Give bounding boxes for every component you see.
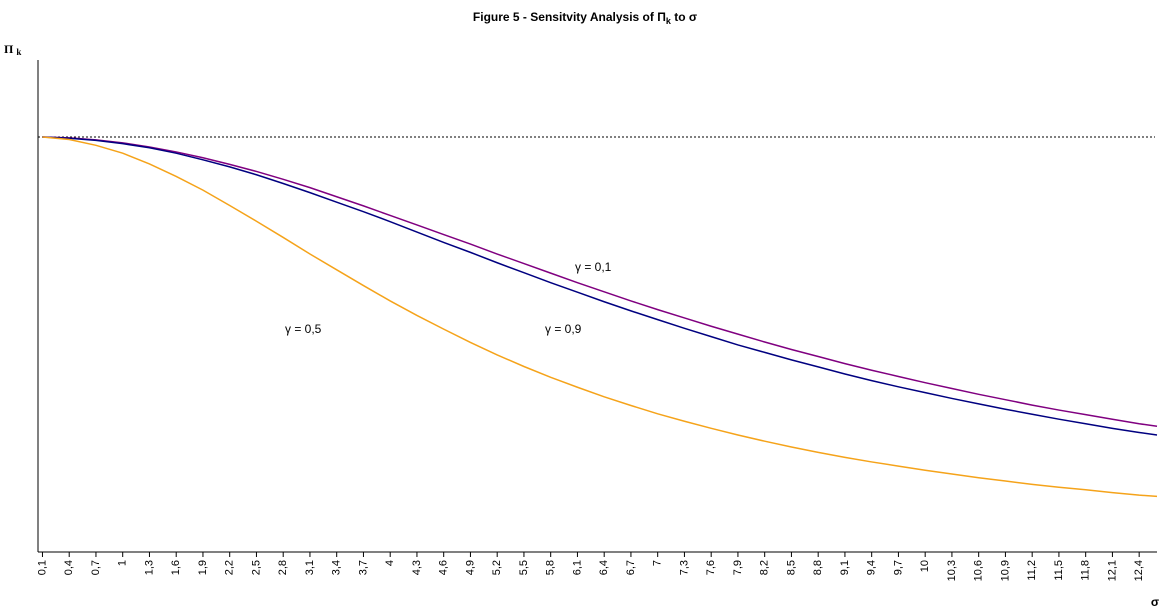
x-tick-label: 1,3 — [143, 560, 155, 575]
title-text: to σ — [671, 10, 697, 24]
annotation: γ = 0,9 — [545, 322, 582, 336]
x-tick-label: 10,3 — [946, 560, 958, 581]
x-tick-label: 9,1 — [839, 560, 851, 575]
x-tick-label: 5,8 — [545, 560, 557, 575]
y-label-text: Π — [4, 42, 14, 56]
x-tick-label: 11,5 — [1053, 560, 1065, 581]
x-tick-label: 6,7 — [625, 560, 637, 575]
x-tick-label: 8,5 — [785, 560, 797, 575]
x-tick-label: 7,3 — [678, 560, 690, 575]
y-label-subscript: k — [16, 47, 21, 57]
title-text: Figure 5 - Sensitvity Analysis of Π — [473, 10, 666, 24]
x-tick-label: 3,4 — [331, 560, 343, 575]
x-tick-label: 4,3 — [411, 560, 423, 575]
x-tick-label: 3,1 — [304, 560, 316, 575]
x-tick-label: 9,7 — [892, 560, 904, 575]
annotation: γ = 0,1 — [575, 260, 612, 274]
x-tick-label: 10,9 — [999, 560, 1011, 581]
x-tick-label: 10,6 — [973, 560, 985, 581]
series-line — [42, 136, 1158, 498]
x-tick-label: 7,9 — [732, 560, 744, 575]
annotation: γ = 0,5 — [285, 322, 322, 336]
x-tick-label: 1,9 — [197, 560, 209, 575]
x-tick-label: 0,1 — [36, 560, 48, 575]
chart-title: Figure 5 - Sensitvity Analysis of Πk to … — [473, 10, 697, 26]
x-tick-label: 6,4 — [598, 560, 610, 575]
x-tick-label: 5,5 — [518, 560, 530, 575]
x-tick-label: 6,1 — [571, 560, 583, 575]
x-tick-label: 2,5 — [250, 560, 262, 575]
x-tick-label: 12,4 — [1133, 560, 1145, 581]
x-tick-label: 4,9 — [464, 560, 476, 575]
x-tick-label: 4 — [384, 560, 396, 566]
x-tick-label: 11,2 — [1026, 560, 1038, 581]
x-axis-label: σ — [1151, 595, 1159, 609]
x-tick-label: 9,4 — [866, 560, 878, 575]
x-tick-label: 0,7 — [90, 560, 102, 575]
x-tick-label: 8,2 — [759, 560, 771, 575]
x-tick-label: 3,7 — [357, 560, 369, 575]
x-tick-label: 7,6 — [705, 560, 717, 575]
x-tick-label: 11,8 — [1080, 560, 1092, 581]
x-tick-label: 2,8 — [277, 560, 289, 575]
x-tick-label: 1,6 — [170, 560, 182, 575]
x-tick-label: 1 — [117, 560, 129, 566]
title-subscript: k — [666, 16, 672, 26]
x-tick-label: 8,8 — [812, 560, 824, 575]
x-tick-label: 10 — [919, 560, 931, 572]
x-tick-label: 12,1 — [1106, 560, 1118, 581]
x-tick-label: 5,2 — [491, 560, 503, 575]
x-tick-label: 4,6 — [438, 560, 450, 575]
x-tick-label: 7 — [652, 560, 664, 566]
series-line — [42, 136, 1158, 427]
x-tick-label: 2,2 — [224, 560, 236, 575]
series-line — [42, 136, 1158, 436]
x-tick-label: 0,4 — [63, 560, 75, 575]
